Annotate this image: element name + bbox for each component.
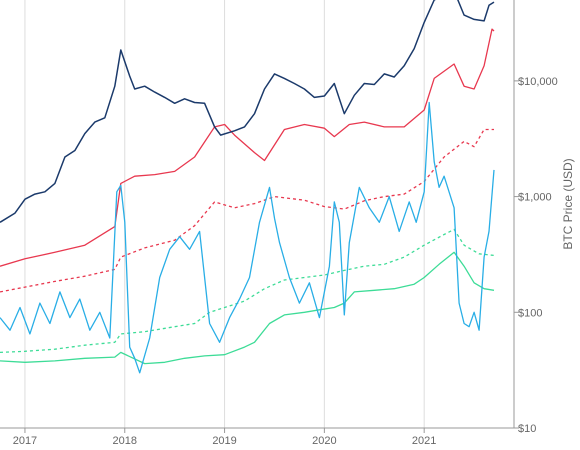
y-tick-label-2: $1,000 [518,192,552,204]
y-tick-labels: $10 $100 $1,000 $10,000 [514,76,558,435]
x-tick-labels: 2017 2018 2019 2020 2021 [13,428,436,447]
x-tick-label-2021: 2021 [412,435,436,447]
x-tick-label-2019: 2019 [212,435,236,447]
series-line-price [0,0,495,223]
x-tick-label-2020: 2020 [312,435,336,447]
series-group [0,0,495,374]
grid-lines [24,0,425,428]
y-tick-label-1: $100 [518,307,542,319]
x-tick-label-2017: 2017 [13,435,37,447]
series-line-lower [0,251,495,365]
x-tick-label-2018: 2018 [113,435,137,447]
series-line-volatile [0,101,495,374]
series-line-lower_dashed [0,228,495,354]
series-line-upper [0,28,495,267]
y-tick-label-0: $10 [518,423,536,435]
y-axis-title: BTC Price (USD) [561,158,575,249]
axes-group [0,0,515,429]
y-tick-label-3: $10,000 [518,76,558,88]
series-line-upper_dashed [0,128,494,293]
